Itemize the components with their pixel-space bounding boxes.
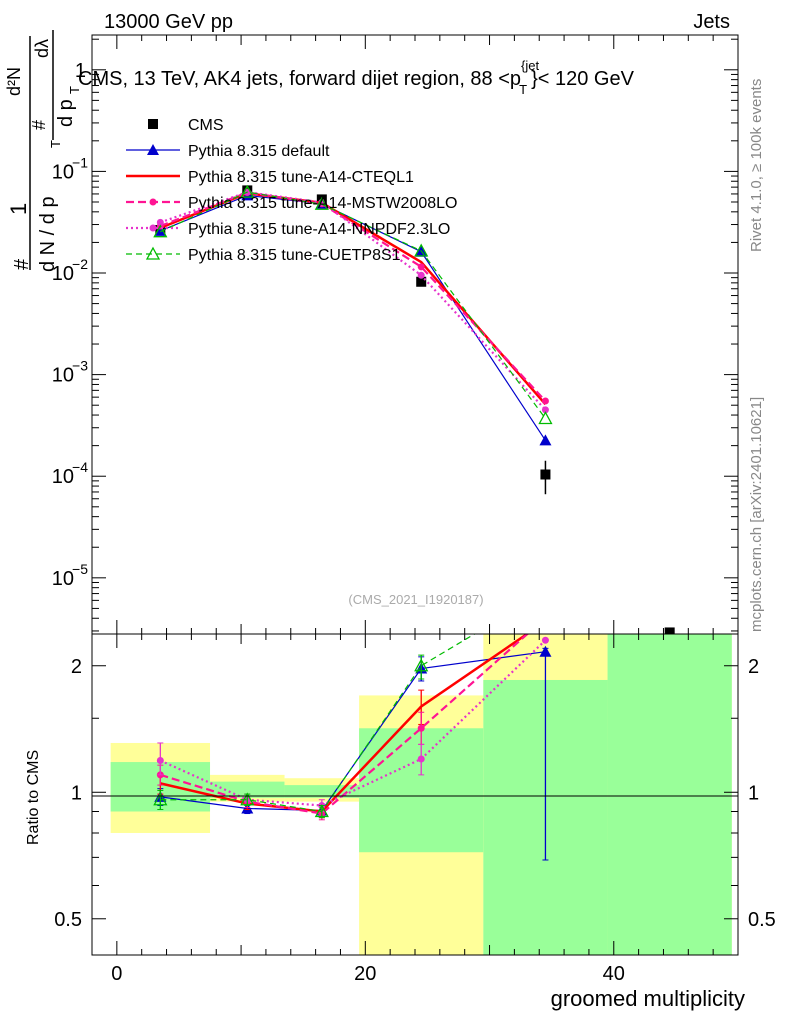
legend-entry-cuetp8s1: Pythia 8.315 tune-CUETP8S1 xyxy=(126,246,401,264)
ratio-y-tick-label: 2 xyxy=(71,656,82,678)
series-marker-open-triangle xyxy=(539,586,551,597)
ylabel-d2N: d²N xyxy=(4,67,24,96)
series-marker-star xyxy=(541,636,549,644)
y-tick-label: 10 xyxy=(52,263,74,285)
cms-data-point xyxy=(148,119,158,129)
series-marker-open-triangle xyxy=(538,411,553,425)
series-marker-star xyxy=(541,397,549,405)
legend-entry-mstw: Pythia 8.315 tune-A14-MSTW2008LO xyxy=(126,195,457,212)
series-line-cuetp8s1 xyxy=(160,191,546,419)
x-axis-label: groomed multiplicity xyxy=(551,986,745,1011)
rivet-version-text: Rivet 4.1.0, ≥ 100k events xyxy=(748,79,765,252)
x-tick-label: 0 xyxy=(111,963,122,985)
series-marker-open-triangle xyxy=(240,184,255,198)
title-superscript: {jet xyxy=(521,58,539,73)
main-plot-series xyxy=(153,184,675,634)
x-tick-label: 40 xyxy=(603,963,625,985)
legend-label: Pythia 8.315 tune-A14-NNPDF2.3LO xyxy=(188,221,450,238)
ratio-ylabel: Ratio to CMS xyxy=(25,750,42,845)
axis-tick-labels: 10−510−410−310−210−110 20 400.5 0.51 12 2 xyxy=(52,60,776,985)
ratio-line-mstw xyxy=(160,634,529,815)
series-marker-star xyxy=(149,224,157,232)
main-ylabel: # 1 d N / d p T # d p T d²N dλ xyxy=(4,30,82,272)
header-left: 13000 GeV pp xyxy=(104,11,233,33)
series-marker-open-triangle xyxy=(240,792,255,806)
series-marker-star xyxy=(417,271,425,279)
ratio-series-cuetp8s1 xyxy=(153,586,551,819)
ylabel-one: 1 xyxy=(6,203,31,215)
y-tick-exponent: −2 xyxy=(72,256,88,272)
header-right: Jets xyxy=(693,11,730,33)
ratio-y-tick-label: 0.5 xyxy=(54,909,82,931)
y-tick-label: 10 xyxy=(52,568,74,590)
y-tick-exponent: −4 xyxy=(72,459,88,475)
series-marker-open-triangle xyxy=(153,792,168,806)
mcplots-reference-text: mcplots.cern.ch [arXiv:2401.10621] xyxy=(748,397,765,632)
legend-label: Pythia 8.315 default xyxy=(188,143,330,160)
title-end: }< 120 GeV xyxy=(531,68,635,90)
series-marker-triangle xyxy=(539,434,552,446)
axis-ticks xyxy=(92,35,739,955)
series-marker-star xyxy=(156,757,164,765)
series-marker-open-triangle xyxy=(414,243,429,257)
series-marker-star xyxy=(156,218,164,226)
legend-entry-cms: CMS xyxy=(148,117,224,134)
ratio-plot-series xyxy=(153,586,552,861)
series-marker-open-triangle xyxy=(314,804,329,818)
y-tick-exponent: −5 xyxy=(72,561,88,577)
series-marker-triangle xyxy=(154,224,167,236)
series-marker-open-triangle xyxy=(314,196,329,210)
title-subscript: T xyxy=(519,82,527,97)
legend-label: Pythia 8.315 tune-A14-CTEQL1 xyxy=(188,169,414,186)
series-cuetp8s1 xyxy=(153,184,553,425)
y-tick-exponent: −1 xyxy=(72,154,88,170)
ratio-y-tick-label-right: 1 xyxy=(748,782,759,804)
series-marker-triangle xyxy=(539,645,552,657)
legend-entry-default: Pythia 8.315 default xyxy=(126,143,330,160)
ylabel-dpT-sub: T xyxy=(67,86,82,94)
y-tick-label: 10 xyxy=(52,365,74,387)
series-marker-open-triangle xyxy=(414,658,429,672)
x-tick-label: 20 xyxy=(354,963,376,985)
legend-label: CMS xyxy=(188,117,224,134)
y-tick-label: 10 xyxy=(52,161,74,183)
ratio-y-tick-label: 1 xyxy=(71,782,82,804)
ylabel-dN-sub: T xyxy=(48,140,63,148)
legend-entry-cteql1: Pythia 8.315 tune-A14-CTEQL1 xyxy=(126,169,414,186)
legend: CMS Pythia 8.315 default Pythia 8.315 tune… xyxy=(126,117,457,264)
legend-entry-nnpdf: Pythia 8.315 tune-A14-NNPDF2.3LO xyxy=(126,221,450,238)
ratio-band-green xyxy=(284,785,360,798)
legend-label: Pythia 8.315 tune-CUETP8S1 xyxy=(188,247,401,264)
ratio-y-tick-label-right: 0.5 xyxy=(748,909,776,931)
analysis-watermark: (CMS_2021_I1920187) xyxy=(348,592,483,607)
ylabel-hash2: # xyxy=(29,120,49,130)
y-tick-exponent: −3 xyxy=(72,358,88,374)
series-marker-star xyxy=(541,406,549,414)
series-marker-star xyxy=(417,263,425,271)
series-marker-star xyxy=(542,614,549,621)
series-marker-star xyxy=(149,198,157,206)
ylabel-hash: # xyxy=(11,258,33,270)
ylabel-dN: d N / d p xyxy=(37,196,59,272)
cms-data-point xyxy=(664,627,675,634)
ylabel-dlambda: dλ xyxy=(32,39,52,58)
y-tick-label: 1 xyxy=(75,60,86,82)
ratio-y-tick-label-right: 2 xyxy=(748,656,759,678)
series-line-nnpdf xyxy=(159,191,547,411)
series-marker-open-triangle xyxy=(145,246,161,260)
cms-data-point xyxy=(416,276,427,287)
series-marker-star xyxy=(417,755,425,763)
series-marker-open-triangle xyxy=(153,224,168,238)
ylabel-dpT: d p xyxy=(55,99,77,127)
plot-title: CMS, 13 TeV, AK4 jets, forward dijet reg… xyxy=(78,58,635,97)
y-tick-label: 10 xyxy=(52,466,74,488)
legend-label: Pythia 8.315 tune-A14-MSTW2008LO xyxy=(188,195,457,212)
cms-data-point xyxy=(540,469,551,480)
ratio-band-green xyxy=(607,634,732,955)
series-marker-triangle xyxy=(147,144,159,155)
ratio-band-green xyxy=(210,781,285,798)
series-marker-star xyxy=(417,724,425,732)
